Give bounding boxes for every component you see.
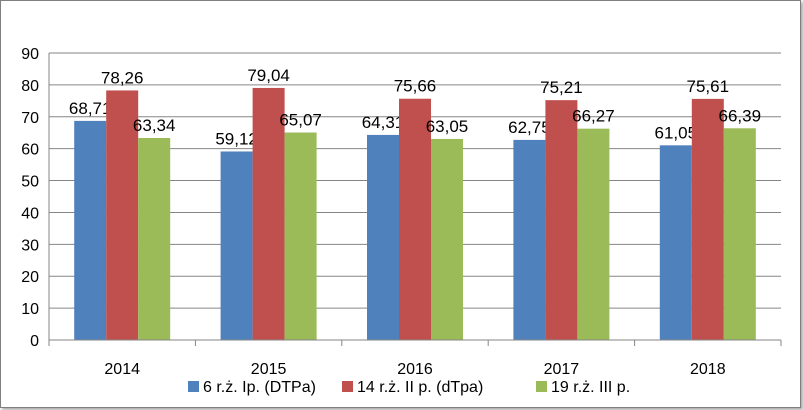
legend-swatch: [188, 381, 199, 392]
bar: [513, 139, 546, 340]
data-label: 66,27: [572, 107, 615, 126]
x-tick-label: 2017: [544, 361, 580, 378]
data-label: 65,07: [279, 110, 322, 129]
y-tick-label: 50: [21, 174, 39, 191]
bar: [138, 138, 171, 340]
bar: [691, 98, 724, 340]
bar: [220, 151, 253, 340]
data-label: 59,12: [215, 129, 258, 148]
bar: [577, 128, 610, 340]
data-label: 68,71: [69, 99, 112, 118]
bar: [659, 145, 692, 340]
bar: [106, 90, 139, 340]
x-tick-label: 2016: [397, 361, 433, 378]
y-tick-label: 0: [30, 333, 39, 350]
x-tick-label: 2018: [690, 361, 726, 378]
legend-swatch: [536, 381, 547, 392]
y-tick-label: 70: [21, 110, 39, 127]
bar: [723, 128, 756, 340]
data-label: 63,05: [426, 117, 469, 136]
bar: [545, 100, 578, 340]
data-label: 62,75: [508, 118, 551, 137]
bar: [431, 138, 463, 340]
bar: [284, 132, 317, 340]
y-tick-label: 20: [21, 269, 39, 286]
legend-label: 14 r.ż. II p. (dTpa): [357, 379, 483, 396]
data-label: 63,34: [133, 116, 176, 135]
x-tick-label: 2014: [104, 361, 140, 378]
data-label: 61,05: [655, 123, 698, 142]
data-label: 75,21: [540, 78, 583, 97]
y-tick-label: 30: [21, 237, 39, 254]
x-tick-label: 2015: [251, 361, 287, 378]
data-label: 66,39: [719, 106, 762, 125]
bar: [399, 98, 431, 340]
y-tick-label: 10: [21, 301, 39, 318]
y-tick-label: 90: [21, 46, 39, 63]
data-label: 78,26: [101, 68, 144, 87]
y-tick-label: 60: [21, 142, 39, 159]
bar: [367, 134, 399, 340]
y-tick-label: 80: [21, 78, 39, 95]
legend-swatch: [342, 381, 353, 392]
legend-label: 19 r.ż. III p.: [551, 379, 630, 396]
data-label: 79,04: [247, 66, 290, 85]
bar: [252, 87, 285, 340]
data-label: 75,66: [394, 77, 437, 96]
data-label: 64,31: [362, 113, 405, 132]
legend-label: 6 r.ż. Ip. (DTPa): [203, 379, 316, 396]
bar: [74, 120, 107, 340]
data-label: 75,61: [687, 77, 730, 96]
y-tick-label: 40: [21, 205, 39, 222]
